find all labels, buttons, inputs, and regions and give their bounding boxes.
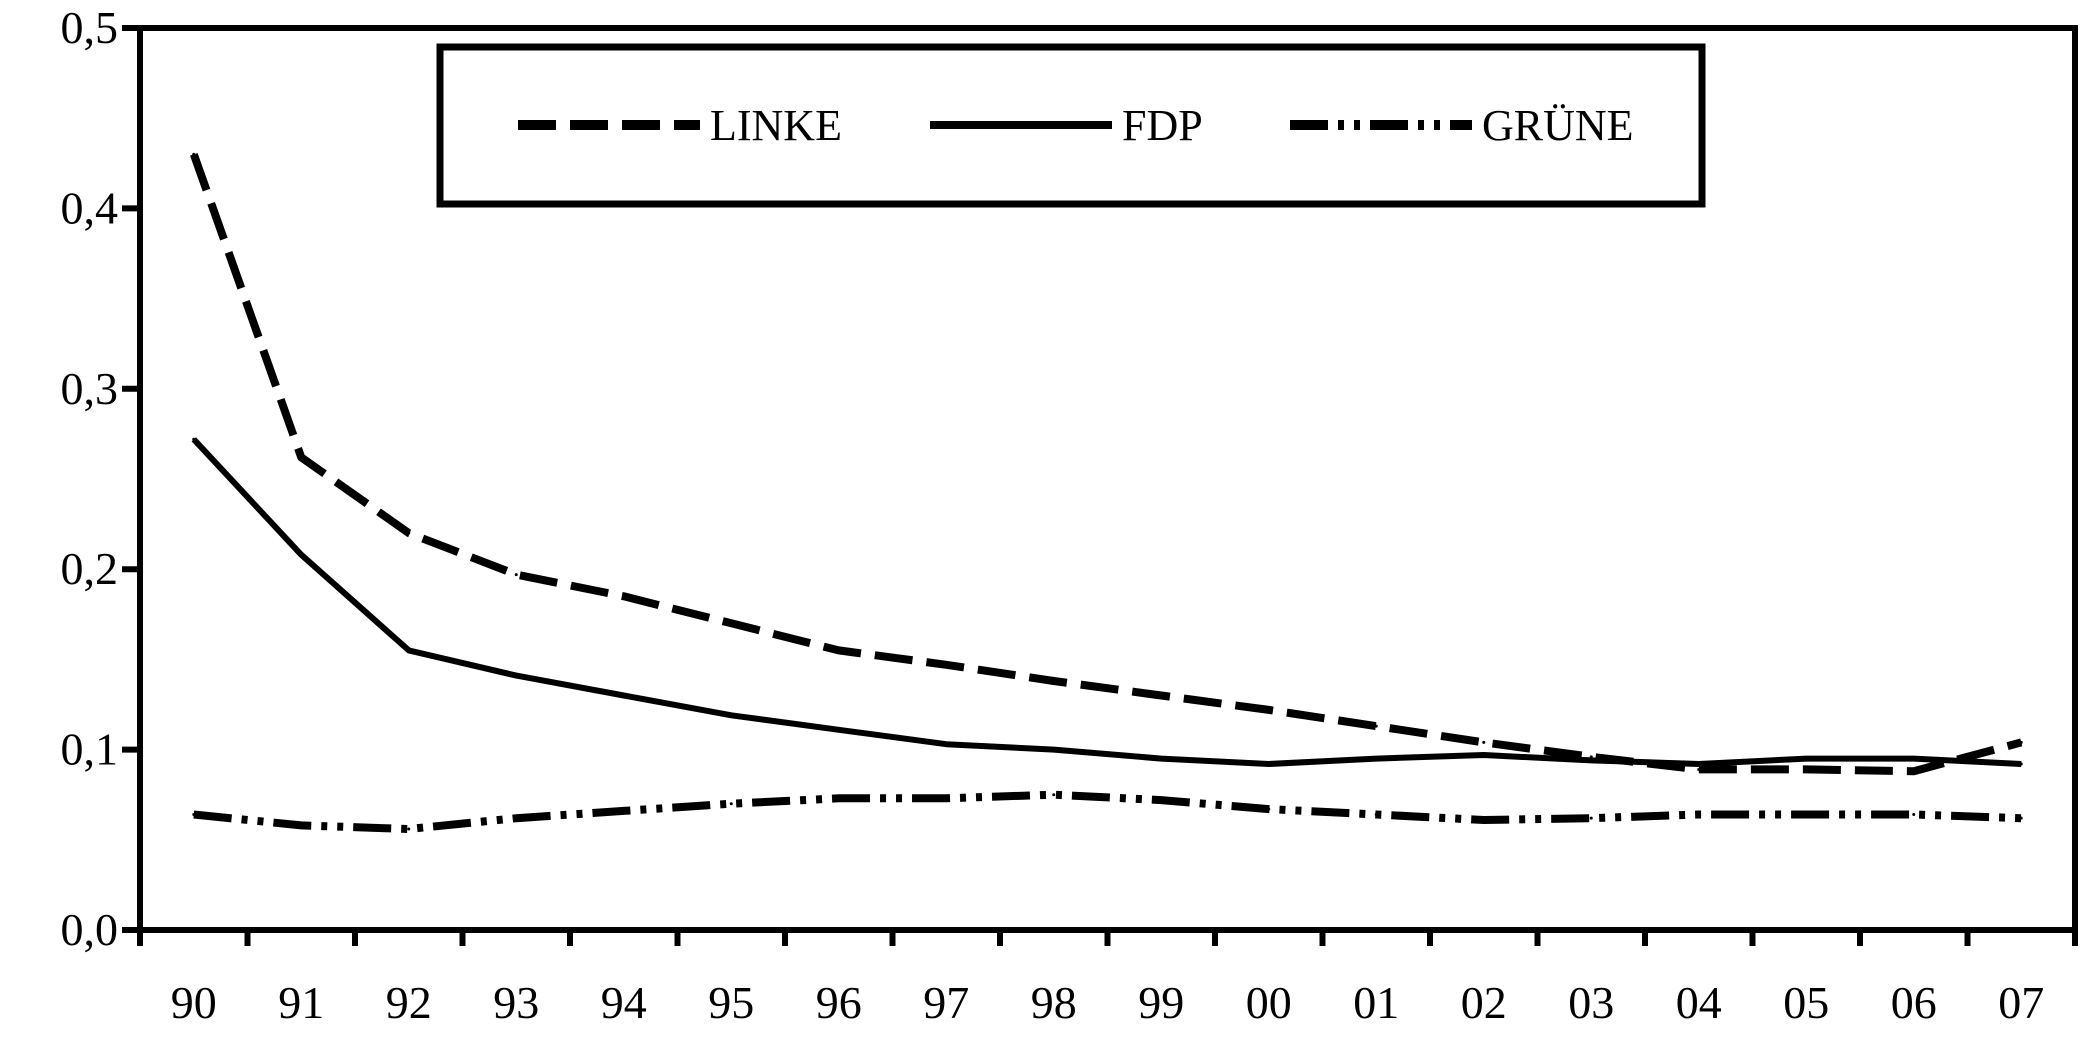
data-point <box>1159 693 1163 697</box>
data-point <box>407 531 411 535</box>
x-tick-label: 97 <box>923 977 969 1028</box>
x-tick-label: 95 <box>708 977 754 1028</box>
data-point <box>1052 793 1056 797</box>
x-tick-label: 04 <box>1676 977 1722 1028</box>
data-point <box>1912 757 1916 761</box>
data-point <box>2019 762 2023 766</box>
data-point <box>1697 767 1701 771</box>
series-line-linke <box>190 152 2023 776</box>
x-axis: 90 91 92 93 94 95 96 97 98 99 00 01 02 03 04 05 06 07 <box>137 930 2078 1028</box>
data-point <box>1482 818 1486 822</box>
data-point <box>622 693 626 697</box>
y-tick-label: 0,5 <box>61 2 119 53</box>
x-tick-label: 93 <box>493 977 539 1028</box>
x-tick-label: 99 <box>1138 977 1184 1028</box>
x-tick-label: 05 <box>1783 977 1829 1028</box>
data-point <box>1052 679 1056 683</box>
x-tick-label: 07 <box>1998 977 2044 1028</box>
x-tick-label: 03 <box>1568 977 1614 1028</box>
y-tick-label: 0,4 <box>61 182 119 233</box>
data-point <box>1804 767 1808 771</box>
data-point <box>1804 813 1808 817</box>
x-tick-label: 06 <box>1891 977 1937 1028</box>
data-point <box>1159 798 1163 802</box>
y-tick-label: 0,2 <box>61 543 119 594</box>
x-tick-label: 90 <box>171 977 217 1028</box>
data-point <box>514 816 518 820</box>
data-point <box>622 594 626 598</box>
data-point <box>1159 757 1163 761</box>
x-tick-label: 00 <box>1246 977 1292 1028</box>
data-point <box>1482 753 1486 757</box>
data-point <box>192 813 196 817</box>
legend-label: LINKE <box>710 101 842 150</box>
y-tick-label: 0,1 <box>61 724 119 775</box>
x-tick-label: 98 <box>1031 977 1077 1028</box>
data-point <box>407 827 411 831</box>
data-point <box>729 621 733 625</box>
data-point <box>837 728 841 732</box>
data-point <box>1589 816 1593 820</box>
data-point <box>192 437 196 441</box>
legend-label: GRÜNE <box>1482 101 1634 150</box>
data-point <box>729 802 733 806</box>
x-tick-label: 96 <box>816 977 862 1028</box>
data-point <box>1697 813 1701 817</box>
legend-label: FDP <box>1122 101 1203 150</box>
data-point <box>1267 807 1271 811</box>
data-point <box>299 823 303 827</box>
data-point <box>1482 740 1486 744</box>
data-point <box>837 648 841 652</box>
data-point <box>1912 769 1916 773</box>
series-line-grüne <box>193 790 2022 833</box>
data-point <box>944 742 948 746</box>
data-point <box>1589 758 1593 762</box>
data-point <box>837 796 841 800</box>
data-point <box>1267 762 1271 766</box>
data-point <box>622 809 626 813</box>
data-point <box>729 713 733 717</box>
data-point <box>407 648 411 652</box>
data-point <box>1697 762 1701 766</box>
y-tick-label: 0,3 <box>61 363 119 414</box>
x-tick-label: 02 <box>1461 977 1507 1028</box>
data-point <box>299 553 303 557</box>
series-line-fdp <box>191 437 2022 767</box>
series-lines <box>190 152 2023 833</box>
data-point <box>2019 816 2023 820</box>
data-point <box>1374 757 1378 761</box>
x-tick-label: 01 <box>1353 977 1399 1028</box>
x-tick-label: 91 <box>278 977 324 1028</box>
y-axis: 0,0 0,1 0,2 0,3 0,4 0,5 <box>61 2 140 955</box>
data-point <box>2019 740 2023 744</box>
y-tick-label: 0,0 <box>61 904 119 955</box>
data-point <box>944 796 948 800</box>
data-point <box>192 152 196 156</box>
data-point <box>1052 748 1056 752</box>
data-point <box>1267 708 1271 712</box>
data-point <box>1374 813 1378 817</box>
data-point <box>514 674 518 678</box>
data-point <box>944 663 948 667</box>
data-point <box>1374 724 1378 728</box>
legend: LINKE FDP GRÜNE <box>436 43 1706 208</box>
data-point <box>1804 757 1808 761</box>
x-tick-label: 94 <box>601 977 647 1028</box>
data-point <box>299 455 303 459</box>
data-point <box>1912 813 1916 817</box>
x-tick-label: 92 <box>386 977 432 1028</box>
data-point <box>514 573 518 577</box>
